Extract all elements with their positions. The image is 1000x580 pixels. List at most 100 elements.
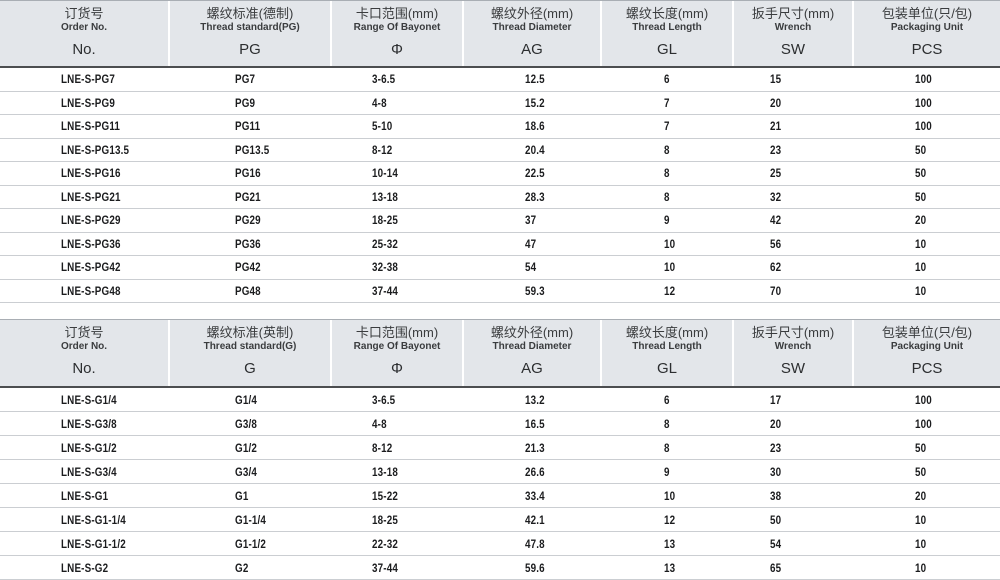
header-symbol: AG [521, 41, 543, 58]
cell-value: 38 [770, 488, 782, 503]
cell-value: 5-10 [372, 119, 393, 134]
cell-value: LNE-S-PG21 [61, 189, 121, 204]
header-cell: 螺纹外径(mm) Thread Diameter AG [462, 320, 600, 386]
header-cell: 螺纹长度(mm) Thread Length GL [600, 1, 732, 66]
header-cell: 订货号 Order No. No. [0, 320, 168, 386]
table-cell: 12.5 [462, 68, 600, 91]
table-cell: 54 [462, 256, 600, 279]
table-row: LNE-S-G3/8 G3/8 4-8 16.5 8 20 100 [0, 412, 1000, 436]
table-cell: 18-25 [330, 508, 462, 531]
cell-value: G1-1/2 [235, 536, 267, 551]
cell-value: 6 [664, 392, 670, 407]
header-label-en: Thread standard(PG) [200, 22, 300, 33]
cell-value: 100 [915, 72, 932, 87]
table-gap-divider [0, 303, 1000, 319]
table-cell: 6 [600, 68, 732, 91]
cell-value: LNE-S-PG9 [61, 95, 115, 110]
header-label-en: Wrench [774, 341, 812, 352]
table-cell: LNE-S-PG21 [0, 186, 168, 209]
table-cell: 20 [852, 484, 1000, 507]
cell-value: 50 [915, 189, 927, 204]
table-cell: 50 [732, 508, 852, 531]
table-cell: 70 [732, 280, 852, 303]
cell-value: 54 [770, 536, 782, 551]
cell-value: 8 [664, 416, 670, 431]
cell-value: 8 [664, 166, 670, 181]
table-cell: 7 [600, 115, 732, 138]
cell-value: LNE-S-G1-1/4 [61, 512, 126, 527]
cell-value: 65 [770, 560, 782, 575]
cell-value: 26.6 [525, 464, 545, 479]
header-label-en: Range Of Bayonet [353, 341, 441, 352]
cell-value: PG9 [235, 95, 256, 110]
cell-value: 10 [915, 236, 927, 251]
table-cell: 15 [732, 68, 852, 91]
table-cell: 7 [600, 92, 732, 115]
header-label-zh: 卡口范围(mm) [355, 325, 439, 340]
cell-value: 13 [664, 536, 676, 551]
table-cell: 13-18 [330, 460, 462, 483]
header-label-en: Thread Length [632, 341, 702, 352]
cell-value: PG7 [235, 72, 256, 87]
table-cell: 13 [600, 532, 732, 555]
cell-value: 25-32 [372, 236, 398, 251]
cell-value: 47 [525, 236, 537, 251]
table-cell: 8 [600, 186, 732, 209]
table-row: LNE-S-G1/2 G1/2 8-12 21.3 8 23 50 [0, 436, 1000, 460]
cell-value: 10-14 [372, 166, 398, 181]
table-cell: 59.6 [462, 556, 600, 579]
table-cell: 26.6 [462, 460, 600, 483]
table-row: LNE-S-G3/4 G3/4 13-18 26.6 9 30 50 [0, 460, 1000, 484]
table-cell: LNE-S-PG11 [0, 115, 168, 138]
table-cell: 100 [852, 68, 1000, 91]
cell-value: 100 [915, 416, 932, 431]
table-cell: 18-25 [330, 209, 462, 232]
table-cell: 37-44 [330, 556, 462, 579]
table-cell: 21 [732, 115, 852, 138]
cell-value: LNE-S-PG7 [61, 72, 115, 87]
table-cell: 10 [852, 256, 1000, 279]
cell-value: 47.8 [525, 536, 545, 551]
table-row: LNE-S-PG48 PG48 37-44 59.3 12 70 10 [0, 279, 1000, 303]
table-row: LNE-S-PG13.5 PG13.5 8-12 20.4 8 23 50 [0, 138, 1000, 162]
table-cell: 8 [600, 412, 732, 435]
table-cell: 62 [732, 256, 852, 279]
cell-value: 10 [915, 512, 927, 527]
cell-value: 10 [915, 560, 927, 575]
cell-value: 20 [915, 488, 927, 503]
header-label-en: Wrench [774, 22, 812, 33]
cell-value: 50 [770, 512, 782, 527]
table-cell: 50 [852, 139, 1000, 162]
table-cell: PG13.5 [168, 139, 330, 162]
table-cell: LNE-S-PG13.5 [0, 139, 168, 162]
table-cell: 12 [600, 280, 732, 303]
table-cell: PG36 [168, 233, 330, 256]
cell-value: 8-12 [372, 440, 393, 455]
table-cell: PG42 [168, 256, 330, 279]
cell-value: 28.3 [525, 189, 545, 204]
header-symbol: Φ [391, 41, 403, 58]
header-label-zh: 扳手尺寸(mm) [751, 6, 835, 21]
table-cell: 13-18 [330, 186, 462, 209]
cell-value: 15.2 [525, 95, 545, 110]
table-cell: LNE-S-PG9 [0, 92, 168, 115]
header-symbol: G [244, 360, 256, 377]
cell-value: G2 [235, 560, 249, 575]
cell-value: 16.5 [525, 416, 545, 431]
cell-value: 59.6 [525, 560, 545, 575]
table-cell: 9 [600, 209, 732, 232]
cell-value: G1-1/4 [235, 512, 267, 527]
table-cell: 10 [600, 233, 732, 256]
table-cell: LNE-S-PG42 [0, 256, 168, 279]
g-thread-spec-table: 订货号 Order No. No. 螺纹标准(英制) Thread standard(G… [0, 319, 1000, 580]
cell-value: 70 [770, 283, 782, 298]
table-cell: 16.5 [462, 412, 600, 435]
cell-value: 10 [664, 260, 676, 275]
table-row: LNE-S-G1/4 G1/4 3-6.5 13.2 6 17 100 [0, 388, 1000, 412]
table-cell: 50 [852, 186, 1000, 209]
table-cell: LNE-S-G3/8 [0, 412, 168, 435]
table-cell: G3/4 [168, 460, 330, 483]
table-body: LNE-S-G1/4 G1/4 3-6.5 13.2 6 17 100 LNE-S-G3/8 G… [0, 388, 1000, 580]
table-cell: 38 [732, 484, 852, 507]
cell-value: LNE-S-PG42 [61, 260, 121, 275]
